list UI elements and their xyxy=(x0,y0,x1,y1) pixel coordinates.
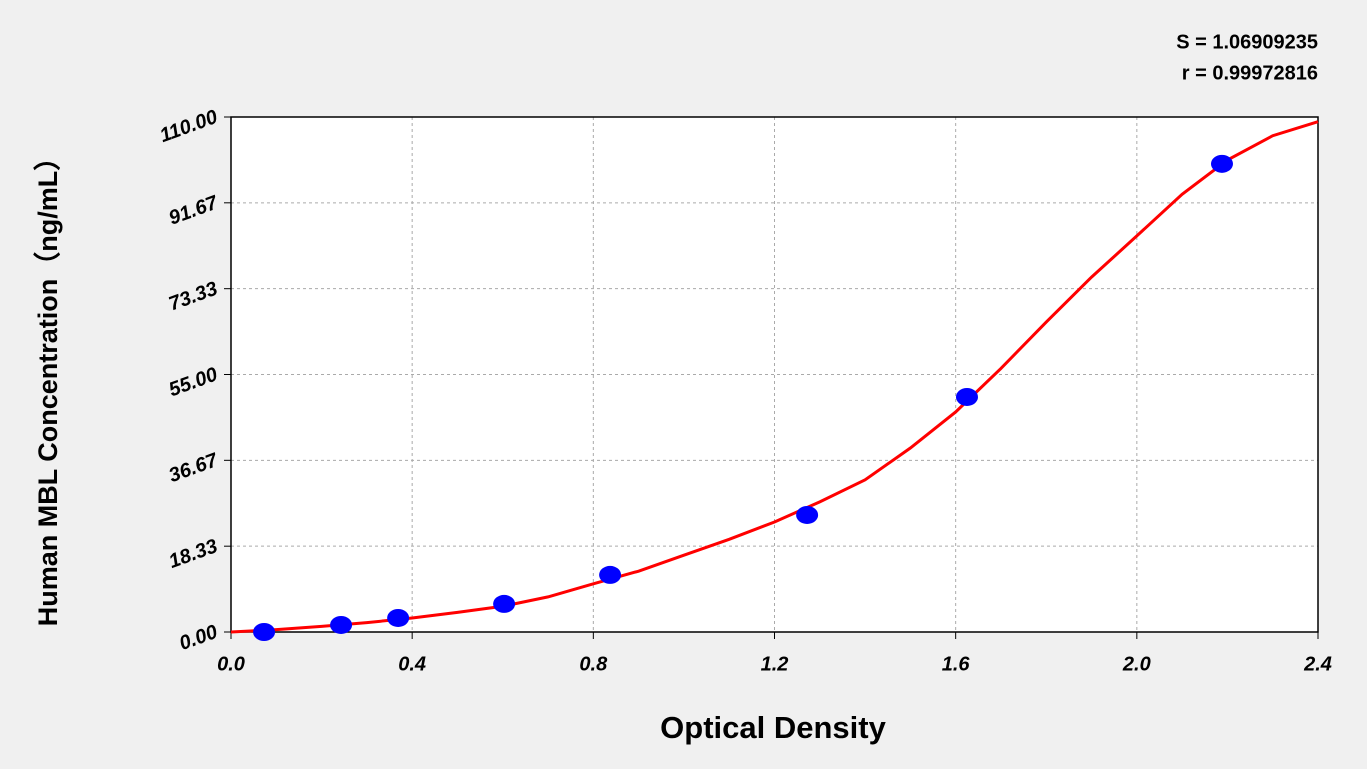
y-tick-label: 91.67 xyxy=(166,192,221,230)
fit-curve xyxy=(230,120,1319,634)
annotation: S = 1.06909235 xyxy=(1176,31,1318,53)
plot-frame xyxy=(230,116,1319,633)
y-tick-label: 36.67 xyxy=(166,449,221,487)
annotation: r = 0.99972816 xyxy=(1182,62,1318,84)
data-point xyxy=(387,608,410,627)
x-tick-label: 0.0 xyxy=(217,653,245,675)
x-axis-title: Optical Density xyxy=(660,710,886,745)
plot: 0.0 0.4 0.8 1.2 1.6 2.0 2.4 0.00 18.33 36.67 55.00… xyxy=(157,106,1332,675)
data-point xyxy=(493,594,516,613)
y-tick-label: 73.33 xyxy=(166,278,221,316)
x-tick-label: 2.0 xyxy=(1122,653,1151,675)
y-tick-label: 18.33 xyxy=(166,535,221,573)
y-tick-label: 55.00 xyxy=(166,363,221,401)
x-tick-label: 0.8 xyxy=(579,653,608,675)
data-point xyxy=(1210,154,1233,173)
data-point xyxy=(796,505,819,524)
data-point xyxy=(955,387,978,406)
data-point xyxy=(599,565,622,584)
x-tick-label: 0.4 xyxy=(398,653,426,675)
data-point xyxy=(253,623,276,641)
y-tick-label: 110.00 xyxy=(157,106,221,147)
x-tick-label: 1.2 xyxy=(761,653,789,675)
y-tick-label: 0.00 xyxy=(176,621,220,655)
x-tick-label: 2.4 xyxy=(1303,653,1332,675)
x-tick-label: 1.6 xyxy=(942,653,971,675)
y-axis-title: Human MBL Concentration（ng/mL） xyxy=(33,144,63,627)
data-point xyxy=(330,615,353,634)
